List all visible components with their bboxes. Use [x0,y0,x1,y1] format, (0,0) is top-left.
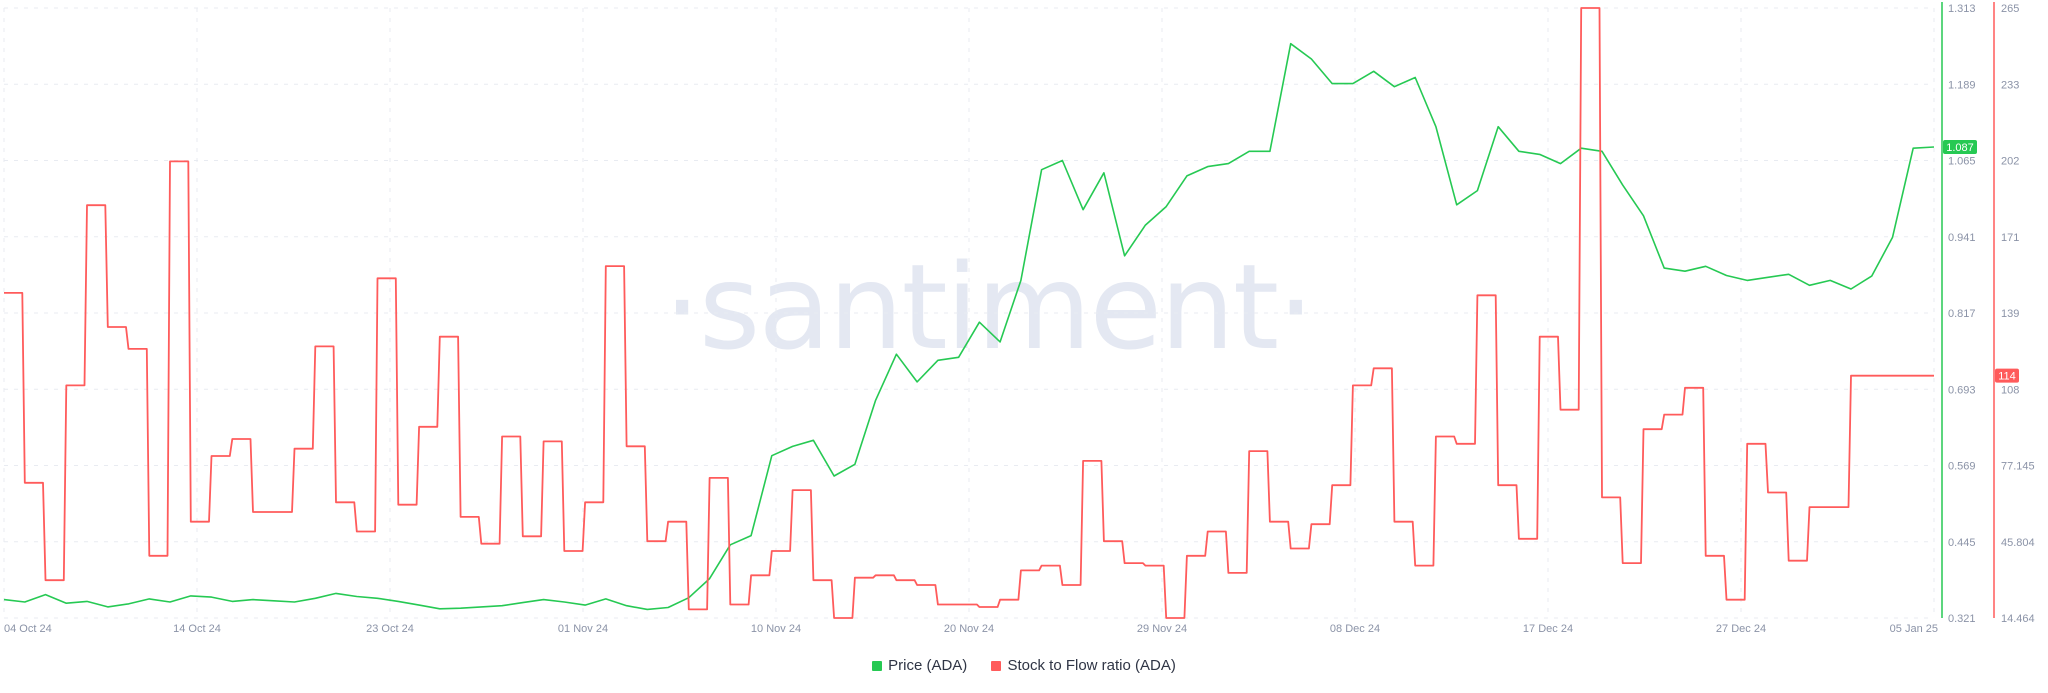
legend-item-price[interactable]: Price (ADA) [872,657,967,674]
price-axis-tick-label: 0.693 [1948,384,1976,396]
x-axis-tick-label: 04 Oct 24 [4,623,52,635]
x-axis-tick-label: 05 Jan 25 [1890,623,1938,635]
stock-to-flow-axis-tick-label: 108 [2001,384,2019,396]
legend-label-price: Price (ADA) [888,657,968,674]
legend-swatch-stock-to-flow [991,660,1002,671]
stock-to-flow-axis-tick-label: 77.145 [2001,461,2035,473]
stock-to-flow-axis-tick-label: 45.804 [2001,537,2035,549]
watermark-text: ·santiment· [663,238,1312,376]
stock-to-flow-axis-tick-label: 233 [2001,79,2019,91]
stock-to-flow-current-badge [1995,368,2019,383]
x-axis-tick-label: 01 Nov 24 [558,623,608,635]
x-axis-tick-label: 23 Oct 24 [366,623,414,635]
price-axis-tick-label: 0.321 [1948,613,1976,625]
legend: Price (ADA) Stock to Flow ratio (ADA) [0,657,2048,675]
stock-to-flow-axis-tick-label: 202 [2001,156,2019,168]
price-axis-tick-label: 1.313 [1948,3,1976,15]
x-axis-tick-label: 17 Dec 24 [1523,623,1573,635]
stock-to-flow-axis-tick-label: 171 [2001,232,2019,244]
price-axis-tick-label: 0.817 [1948,308,1976,320]
stock-to-flow-axis-tick-label: 139 [2001,308,2019,320]
stock-to-flow-axis-tick-label: 265 [2001,3,2019,15]
x-axis-tick-label: 08 Dec 24 [1330,623,1380,635]
stock-to-flow-series-line [4,7,1934,619]
price-current-value: 1.087 [1946,142,1974,154]
x-axis-tick-label: 27 Dec 24 [1716,623,1766,635]
price-current-badge [1943,139,1977,154]
legend-label-stock-to-flow: Stock to Flow ratio (ADA) [1007,657,1176,674]
stock-to-flow-axis-tick-label: 14.464 [2001,613,2035,625]
stock-to-flow-current-value: 114 [1998,371,2016,383]
legend-swatch-price [872,660,883,671]
x-axis-tick-label: 10 Nov 24 [751,623,801,635]
x-axis-tick-label: 29 Nov 24 [1137,623,1187,635]
price-axis-tick-label: 0.941 [1948,232,1976,244]
legend-item-stock-to-flow[interactable]: Stock to Flow ratio (ADA) [991,657,1176,674]
price-axis-tick-label: 0.445 [1948,537,1976,549]
price-axis-tick-label: 0.569 [1948,461,1976,473]
price-series-line [3,42,1935,611]
x-axis-tick-label: 20 Nov 24 [944,623,994,635]
price-axis-tick-label: 1.189 [1948,79,1976,91]
price-axis-tick-label: 1.065 [1948,156,1976,168]
x-axis-tick-label: 14 Oct 24 [173,623,221,635]
